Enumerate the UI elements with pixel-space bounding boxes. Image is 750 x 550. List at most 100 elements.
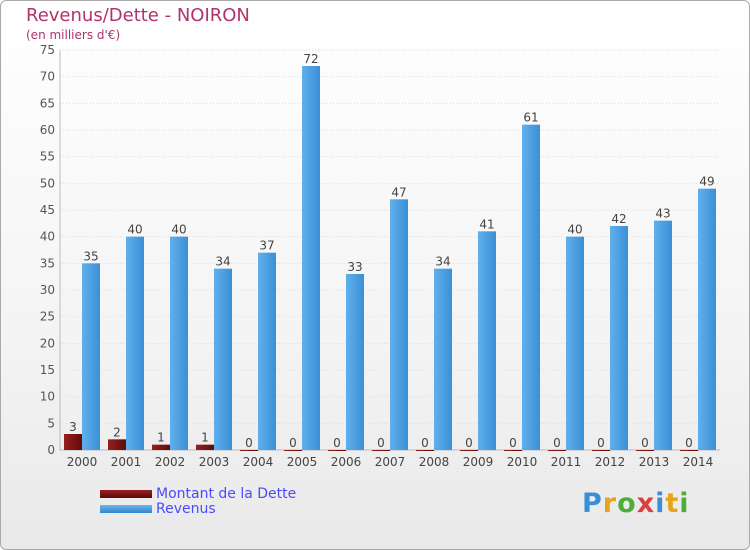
y-tick-label: 70 [40, 70, 55, 84]
bar-debt [372, 450, 390, 451]
x-tick-label: 2002 [155, 455, 186, 469]
bar-revenue [478, 231, 496, 450]
bar-revenue [82, 263, 100, 450]
bar-debt [152, 444, 170, 450]
y-tick-label: 30 [40, 283, 55, 297]
y-tick-label: 65 [40, 96, 55, 110]
data-label-revenue: 42 [611, 212, 626, 226]
data-label-revenue: 49 [699, 175, 714, 189]
x-tick-label: 2006 [331, 455, 362, 469]
data-label-debt: 0 [377, 436, 385, 450]
x-tick-label: 2009 [463, 455, 494, 469]
data-label-debt: 0 [553, 436, 561, 450]
bar-revenue [698, 188, 716, 450]
legend-swatch-debt [100, 490, 152, 498]
y-tick-label: 40 [40, 230, 55, 244]
data-label-revenue: 34 [215, 255, 230, 269]
bar-revenue [170, 236, 188, 450]
x-tick-label: 2012 [595, 455, 626, 469]
bar-revenue [434, 268, 452, 450]
bar-revenue [522, 124, 540, 451]
y-tick-label: 25 [40, 310, 55, 324]
bar-debt [504, 450, 522, 451]
data-label-debt: 3 [69, 420, 77, 434]
x-tick-label: 2014 [683, 455, 714, 469]
bar-revenue [346, 274, 364, 450]
x-tick-label: 2008 [419, 455, 450, 469]
legend-item-debt: Montant de la Dette [100, 486, 296, 502]
bar-revenue [302, 66, 320, 450]
x-tick-label: 2003 [199, 455, 230, 469]
y-tick-label: 10 [40, 390, 55, 404]
data-label-debt: 1 [157, 431, 165, 445]
x-tick-label: 2001 [111, 455, 142, 469]
x-tick-label: 2004 [243, 455, 274, 469]
y-tick-label: 55 [40, 150, 55, 164]
data-label-revenue: 35 [83, 249, 98, 263]
bar-debt [64, 434, 82, 450]
bar-revenue [566, 236, 584, 450]
data-label-revenue: 41 [479, 217, 494, 231]
y-tick-label: 0 [47, 443, 55, 457]
x-tick-label: 2007 [375, 455, 406, 469]
legend-item-revenue: Revenus [100, 501, 216, 517]
legend-label-debt: Montant de la Dette [156, 486, 297, 502]
data-label-debt: 2 [113, 425, 121, 439]
bar-debt [548, 450, 566, 451]
data-label-debt: 0 [641, 436, 649, 450]
x-tick-label: 2013 [639, 455, 670, 469]
data-label-revenue: 72 [303, 52, 318, 66]
bar-revenue [654, 220, 672, 450]
y-tick-label: 15 [40, 363, 55, 377]
bar-revenue [214, 268, 232, 450]
chart-title: Revenus/Dette - NOIRON [26, 5, 250, 26]
bar-revenue [258, 252, 276, 450]
data-label-revenue: 47 [391, 185, 406, 199]
data-label-revenue: 37 [259, 239, 274, 253]
y-tick-label: 45 [40, 203, 55, 217]
data-label-revenue: 43 [655, 207, 670, 221]
bar-revenue [126, 236, 144, 450]
bar-debt [108, 439, 126, 450]
data-label-revenue: 33 [347, 260, 362, 274]
bar-debt [196, 444, 214, 450]
data-label-debt: 0 [597, 436, 605, 450]
data-label-debt: 0 [465, 436, 473, 450]
bar-debt [328, 450, 346, 451]
data-label-revenue: 34 [435, 255, 450, 269]
legend-label-revenue: Revenus [156, 501, 216, 517]
x-tick-label: 2011 [551, 455, 582, 469]
bar-debt [592, 450, 610, 451]
y-tick-label: 60 [40, 123, 55, 137]
x-tick-label: 2010 [507, 455, 538, 469]
bar-revenue [390, 199, 408, 450]
data-label-debt: 0 [333, 436, 341, 450]
bar-debt [240, 450, 258, 451]
data-label-revenue: 40 [127, 223, 142, 237]
data-label-revenue: 40 [171, 223, 186, 237]
data-label-debt: 0 [289, 436, 297, 450]
data-label-revenue: 61 [523, 111, 538, 125]
y-tick-label: 75 [40, 43, 55, 57]
data-label-debt: 1 [201, 431, 209, 445]
y-tick-label: 50 [40, 176, 55, 190]
bar-debt [680, 450, 698, 451]
bar-debt [284, 450, 302, 451]
y-tick-label: 20 [40, 336, 55, 350]
x-tick-label: 2005 [287, 455, 318, 469]
data-label-debt: 0 [509, 436, 517, 450]
chart-subtitle: (en milliers d'€) [26, 28, 121, 42]
bar-debt [416, 450, 434, 451]
data-label-debt: 0 [685, 436, 693, 450]
x-tick-label: 2000 [67, 455, 98, 469]
bar-debt [460, 450, 478, 451]
y-tick-label: 5 [47, 416, 55, 430]
bar-debt [636, 450, 654, 451]
data-label-revenue: 40 [567, 223, 582, 237]
legend-swatch-revenue [100, 505, 152, 513]
proxiti-logo: Proxiti [582, 488, 690, 519]
bar-revenue [610, 226, 628, 450]
y-tick-label: 35 [40, 256, 55, 270]
data-label-debt: 0 [421, 436, 429, 450]
